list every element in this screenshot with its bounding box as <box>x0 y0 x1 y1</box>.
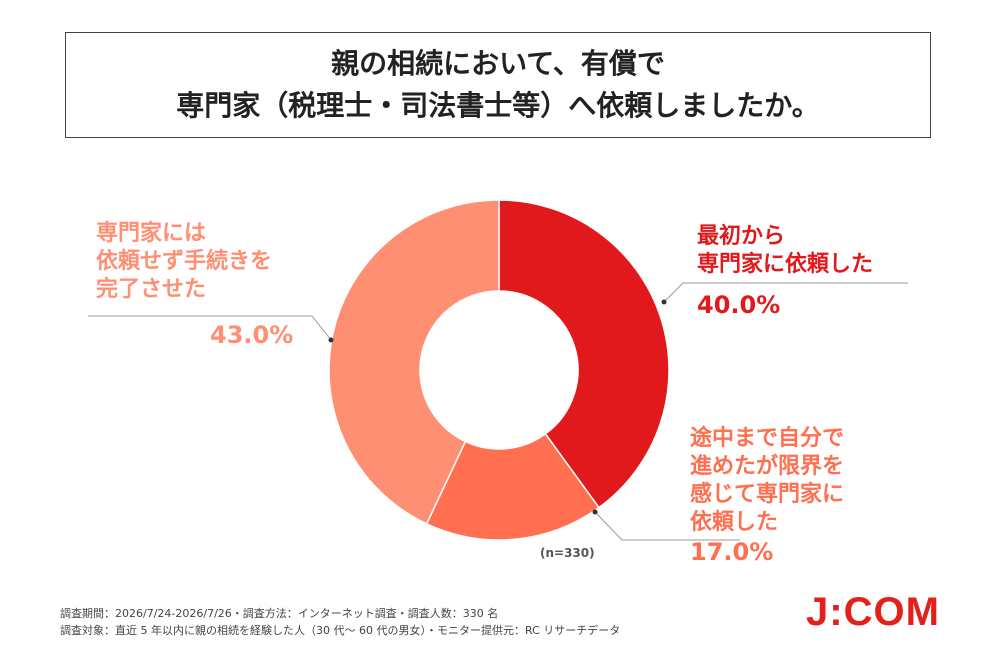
slice-0-label-line-0: 最初から <box>697 224 786 249</box>
survey-footer: 調査期間：2026/7/24-2026/7/26・調査方法：インターネット調査・… <box>60 605 620 639</box>
slice-0-value-label: 40.0% <box>697 291 781 319</box>
slice-2-label-line-2: 完了させた <box>96 277 207 302</box>
footer-line-1: 調査期間：2026/7/24-2026/7/26・調査方法：インターネット調査・… <box>60 607 499 620</box>
title-line-1: 親の相続において、有償で <box>331 47 665 80</box>
slice-1-value-label: 17.0% <box>690 538 774 566</box>
leader-line-1 <box>594 511 740 541</box>
leader-line-2 <box>88 315 332 341</box>
donut-slice-1 <box>425 432 600 541</box>
jcom-logo: J:COM <box>806 590 940 634</box>
slice-1-label-line-2: 感じて専門家に <box>690 482 845 507</box>
slice-2-value-label: 43.0% <box>210 321 294 349</box>
donut-slice-2 <box>328 199 500 525</box>
title-line-2: 専門家（税理士・司法書士等）へ依頼しましたか。 <box>176 89 820 122</box>
slice-1-label-line-1: 進めたが限界を <box>690 454 845 479</box>
leader-line-0 <box>663 282 908 303</box>
donut-slice-0 <box>498 199 670 509</box>
question-title-box: 親の相続において、有償で 専門家（税理士・司法書士等）へ依頼しましたか。 <box>65 32 931 138</box>
footer-line-2: 調査対象：直近 5 年以内に親の相続を経験した人（30 代～ 60 代の男女）・… <box>60 624 621 637</box>
slice-label-0: 最初から 専門家に依頼した <box>697 223 873 279</box>
leader-dot-2 <box>328 337 334 343</box>
sample-size-note: (n=330) <box>540 546 595 560</box>
slice-2-label-line-1: 依頼せず手続きを <box>96 249 273 274</box>
slice-1-label-line-0: 途中まで自分で <box>690 426 845 451</box>
leader-dot-0 <box>661 299 667 305</box>
slice-label-1: 途中まで自分で 進めたが限界を 感じて専門家に 依頼した <box>690 425 844 537</box>
slice-label-2: 専門家には 依頼せず手続きを 完了させた <box>96 220 272 304</box>
slice-0-label-line-1: 専門家に依頼した <box>697 252 874 277</box>
slice-1-label-line-3: 依頼した <box>690 510 779 535</box>
leader-dot-1 <box>592 509 598 515</box>
slice-2-label-line-0: 専門家には <box>96 221 207 246</box>
